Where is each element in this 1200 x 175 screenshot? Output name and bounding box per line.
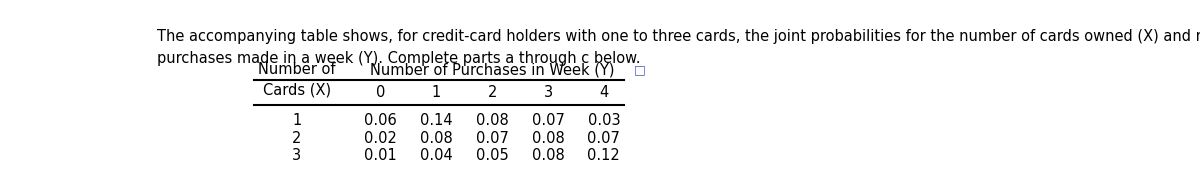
Text: 0.12: 0.12 bbox=[588, 148, 620, 163]
Text: 1: 1 bbox=[293, 113, 301, 128]
Text: 0.08: 0.08 bbox=[532, 148, 564, 163]
Text: 0.08: 0.08 bbox=[532, 131, 564, 146]
Text: 0: 0 bbox=[376, 85, 385, 100]
Text: Cards (X): Cards (X) bbox=[263, 82, 331, 97]
Text: 0.05: 0.05 bbox=[476, 148, 509, 163]
Text: 3: 3 bbox=[293, 148, 301, 163]
Text: 0.14: 0.14 bbox=[420, 113, 452, 128]
Text: 2: 2 bbox=[487, 85, 497, 100]
Text: 0.08: 0.08 bbox=[420, 131, 452, 146]
Text: 0.04: 0.04 bbox=[420, 148, 452, 163]
Text: 0.06: 0.06 bbox=[365, 113, 397, 128]
Text: 4: 4 bbox=[599, 85, 608, 100]
Text: The accompanying table shows, for credit-card holders with one to three cards, t: The accompanying table shows, for credit… bbox=[157, 29, 1200, 44]
Text: purchases made in a week (Y). Complete parts a through c below.: purchases made in a week (Y). Complete p… bbox=[157, 51, 641, 66]
Text: 2: 2 bbox=[293, 131, 301, 146]
Text: 0.01: 0.01 bbox=[365, 148, 397, 163]
Text: Number of Purchases in Week (Y): Number of Purchases in Week (Y) bbox=[370, 62, 614, 77]
Text: 0.03: 0.03 bbox=[588, 113, 620, 128]
Text: 0.07: 0.07 bbox=[532, 113, 564, 128]
Text: 0.02: 0.02 bbox=[365, 131, 397, 146]
Text: 3: 3 bbox=[544, 85, 553, 100]
Text: 0.07: 0.07 bbox=[588, 131, 620, 146]
Text: 0.07: 0.07 bbox=[476, 131, 509, 146]
Text: Number of: Number of bbox=[258, 62, 336, 77]
Text: 0.08: 0.08 bbox=[476, 113, 509, 128]
Text: 1: 1 bbox=[432, 85, 442, 100]
Text: □: □ bbox=[634, 63, 646, 76]
